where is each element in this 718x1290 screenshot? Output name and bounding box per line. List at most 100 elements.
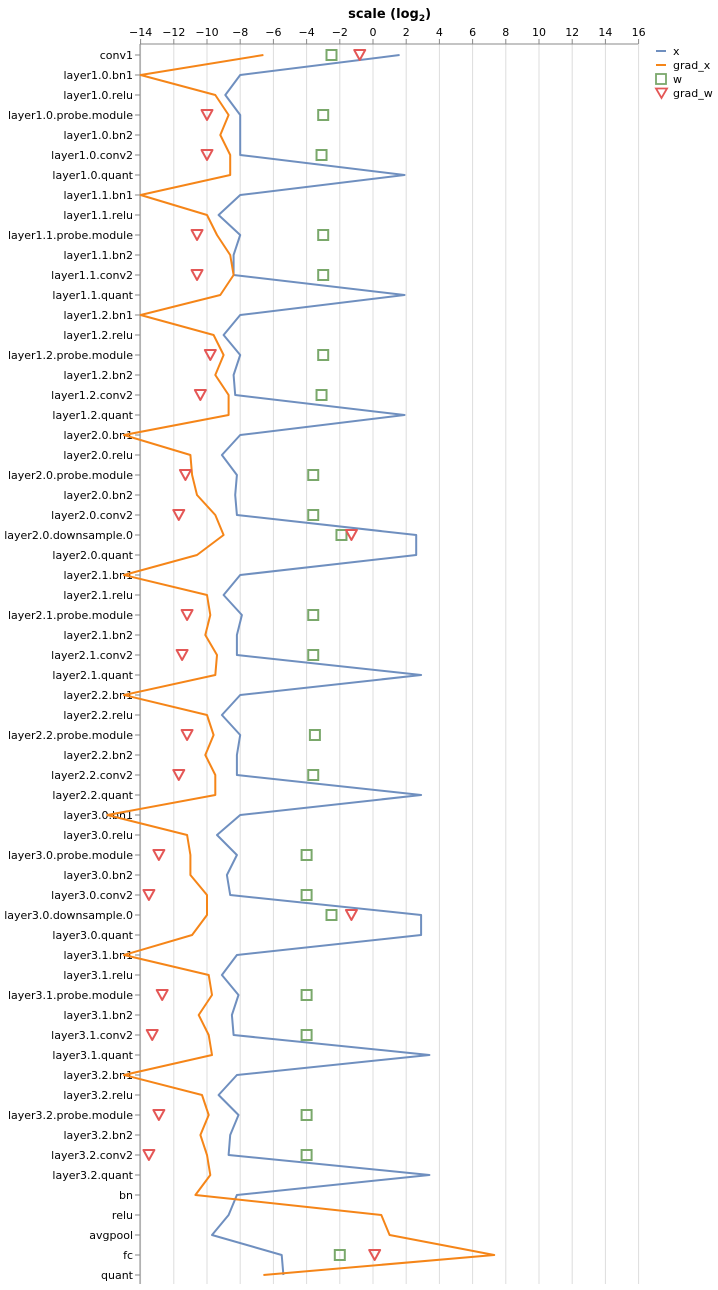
y-tick-label: layer2.2.bn2 [63,749,133,762]
y-tick-label: layer2.0.downsample.0 [4,529,133,542]
y-tick-label: layer2.1.quant [52,669,133,682]
series-line-grad-x [106,54,496,1276]
y-tick-label: layer3.1.bn1 [63,949,133,962]
y-tick-label: layer3.1.quant [52,1049,133,1062]
point-grad-w [152,849,166,861]
y-tick-label: layer1.1.relu [63,209,133,222]
x-tick-label: 10 [532,26,546,39]
point-w [335,529,348,541]
x-axis-title: scale (log2) [348,7,431,24]
point-grad-w [142,1149,156,1161]
y-tick-label: layer3.2.bn1 [63,1069,133,1082]
point-w [308,729,321,741]
point-w [307,609,320,621]
x-tick-label: −14 [129,26,152,39]
plot-area [106,49,496,1276]
y-tick-label: layer2.0.conv2 [51,509,133,522]
y-tick-label: layer1.2.conv2 [51,389,133,402]
y-tick-label: layer1.2.probe.module [8,349,133,362]
point-grad-w [142,889,156,901]
y-tick-label: layer1.0.bn2 [63,129,133,142]
point-w [307,649,320,661]
y-tick-label: layer1.0.conv2 [51,149,133,162]
y-tick-label: layer2.1.bn1 [63,569,133,582]
point-grad-w [203,349,217,361]
y-tick-label: layer3.2.probe.module [8,1109,133,1122]
point-grad-w [344,909,358,921]
y-tick-label: layer3.1.conv2 [51,1029,133,1042]
y-tick-label: layer3.2.bn2 [63,1129,133,1142]
y-tick-label: layer3.0.quant [52,929,133,942]
y-tick-label: layer3.0.probe.module [8,849,133,862]
point-w [307,769,320,781]
point-w [315,149,328,161]
point-grad-w [368,1249,382,1261]
y-tick-label: layer3.2.conv2 [51,1149,133,1162]
x-tick-label: −6 [265,26,281,39]
y-tick-label: layer3.0.downsample.0 [4,909,133,922]
legend-label-x: x [673,45,680,58]
point-w [307,509,320,521]
point-w [325,49,338,61]
y-tick-label: fc [123,1249,133,1262]
point-grad-w [180,729,194,741]
point-grad-w [172,769,186,781]
x-axis: scale (log2) −14 −12 −10 −8 −6 −4 −2 0 2 4 6 8 10 12 1… [129,7,646,1284]
y-tick-label: layer2.2.relu [63,709,133,722]
y-tick-label: layer2.1.bn2 [63,629,133,642]
y-axis: conv1 layer1.0.bn1 layer1.0.relu layer1.0.p… [4,49,140,1282]
point-w [300,1149,313,1161]
y-tick-label: quant [101,1269,134,1282]
point-grad-w [190,269,204,281]
x-tick-label: 4 [436,26,443,39]
y-tick-label: layer2.2.probe.module [8,729,133,742]
x-tick-label: 8 [502,26,509,39]
x-tick-label: 14 [598,26,612,39]
y-tick-label: layer1.0.relu [63,89,133,102]
y-tick-label: layer2.2.conv2 [51,769,133,782]
legend-swatch-w [655,73,667,85]
point-grad-w [152,1109,166,1121]
y-tick-label: layer2.0.quant [52,549,133,562]
x-tick-label: 12 [565,26,579,39]
point-grad-w [200,109,214,121]
point-w [317,269,330,281]
point-grad-w [145,1029,159,1041]
y-tick-label: layer3.2.relu [63,1089,133,1102]
point-w [300,849,313,861]
point-grad-w [353,49,367,61]
y-tick-label: layer2.0.bn2 [63,489,133,502]
y-tick-label: layer2.0.relu [63,449,133,462]
y-tick-label: bn [119,1189,133,1202]
point-w [300,1029,313,1041]
x-tick-label: 0 [370,26,377,39]
point-grad-w [344,529,358,541]
y-tick-label: layer3.0.bn2 [63,869,133,882]
point-w [317,349,330,361]
y-tick-label: layer2.0.bn1 [63,429,133,442]
point-w [317,229,330,241]
y-tick-label: layer1.2.quant [52,409,133,422]
x-tick-label: −4 [298,26,314,39]
y-tick-label: layer2.0.probe.module [8,469,133,482]
y-tick-label: conv1 [100,49,133,62]
y-tick-label: layer1.1.bn1 [63,189,133,202]
legend-label-w: w [673,73,682,86]
x-tick-label: −10 [195,26,218,39]
y-tick-label: layer1.2.bn1 [63,309,133,322]
y-tick-label: layer1.1.conv2 [51,269,133,282]
x-tick-label: −12 [162,26,185,39]
point-grad-w [193,389,207,401]
x-tick-label: 16 [632,26,646,39]
point-grad-w [155,989,169,1001]
point-w [333,1249,346,1261]
grid [140,44,640,1284]
point-w [315,389,328,401]
y-tick-label: relu [112,1209,133,1222]
y-tick-label: layer2.1.conv2 [51,649,133,662]
y-tick-label: layer3.0.relu [63,829,133,842]
point-w [300,889,313,901]
point-w [325,909,338,921]
